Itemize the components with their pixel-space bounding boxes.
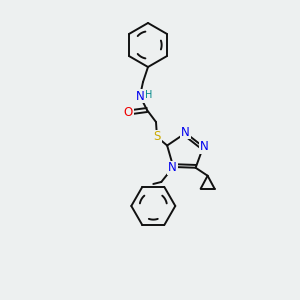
Text: N: N bbox=[181, 125, 190, 139]
Text: N: N bbox=[200, 140, 208, 153]
Text: N: N bbox=[136, 89, 144, 103]
Text: S: S bbox=[153, 130, 161, 143]
Text: O: O bbox=[123, 106, 133, 118]
Text: N: N bbox=[168, 161, 177, 175]
Text: H: H bbox=[145, 90, 153, 100]
